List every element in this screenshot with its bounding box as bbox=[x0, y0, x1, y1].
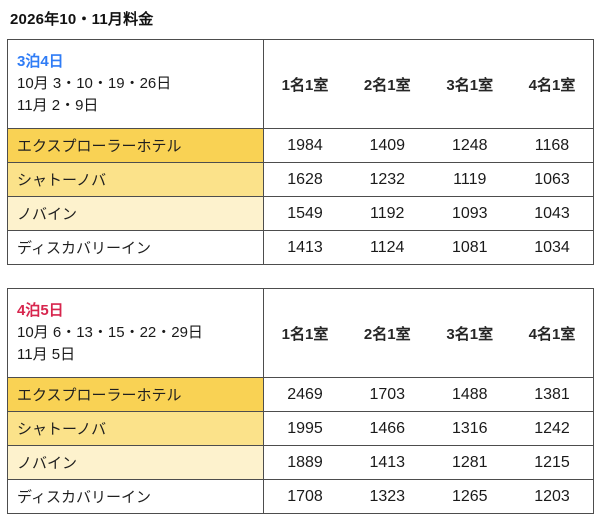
period-cell: 4泊5日 10月 6・13・15・22・29日 11月 5日 bbox=[7, 288, 264, 378]
hotel-row: シャトーノバ 1995 1466 1316 1242 bbox=[7, 411, 594, 446]
price-cell: 1043 bbox=[511, 196, 594, 231]
period-cell: 3泊4日 10月 3・10・19・26日 11月 2・9日 bbox=[7, 39, 264, 129]
dates-october: 10月 3・10・19・26日 bbox=[17, 75, 172, 92]
price-cell: 1081 bbox=[428, 230, 511, 265]
price-cell: 1889 bbox=[263, 445, 346, 480]
dates-november: 11月 5日 bbox=[17, 346, 76, 363]
price-cell: 1703 bbox=[346, 377, 429, 412]
hotel-row: ノバイン 1889 1413 1281 1215 bbox=[7, 445, 594, 480]
hotel-name-cell: ノバイン bbox=[7, 445, 264, 480]
price-cell: 1034 bbox=[511, 230, 594, 265]
dates-november: 11月 2・9日 bbox=[17, 97, 99, 114]
price-cell: 1215 bbox=[511, 445, 594, 480]
room-type-header: 3名1室 bbox=[428, 39, 511, 129]
hotel-name-cell: エクスプローラーホテル bbox=[7, 128, 264, 163]
price-cell: 1488 bbox=[428, 377, 511, 412]
page-title: 2026年10・11月料金 bbox=[10, 11, 154, 28]
room-type-header: 3名1室 bbox=[428, 288, 511, 378]
price-cell: 1995 bbox=[263, 411, 346, 446]
hotel-name-cell: エクスプローラーホテル bbox=[7, 377, 264, 412]
price-cell: 1063 bbox=[511, 162, 594, 197]
price-cell: 1413 bbox=[263, 230, 346, 265]
price-cell: 1119 bbox=[428, 162, 511, 197]
price-cell: 1265 bbox=[428, 479, 511, 514]
duration-label: 3泊4日 bbox=[17, 53, 64, 70]
price-table-4n5d: 4泊5日 10月 6・13・15・22・29日 11月 5日 1名1室 2名1室… bbox=[7, 288, 594, 514]
price-cell: 1466 bbox=[346, 411, 429, 446]
dates-october: 10月 6・13・15・22・29日 bbox=[17, 324, 203, 341]
hotel-row: ノバイン 1549 1192 1093 1043 bbox=[7, 196, 594, 231]
hotel-row: エクスプローラーホテル 2469 1703 1488 1381 bbox=[7, 377, 594, 412]
hotel-row: シャトーノバ 1628 1232 1119 1063 bbox=[7, 162, 594, 197]
price-table-3n4d: 3泊4日 10月 3・10・19・26日 11月 2・9日 1名1室 2名1室 … bbox=[7, 39, 594, 265]
price-cell: 1248 bbox=[428, 128, 511, 163]
price-cell: 1628 bbox=[263, 162, 346, 197]
duration-label: 4泊5日 bbox=[17, 302, 64, 319]
hotel-row: ディスカバリーイン 1413 1124 1081 1034 bbox=[7, 230, 594, 265]
price-cell: 1093 bbox=[428, 196, 511, 231]
room-type-header: 2名1室 bbox=[346, 39, 429, 129]
room-type-header: 1名1室 bbox=[263, 288, 346, 378]
price-cell: 1124 bbox=[346, 230, 429, 265]
hotel-row: エクスプローラーホテル 1984 1409 1248 1168 bbox=[7, 128, 594, 163]
price-cell: 1984 bbox=[263, 128, 346, 163]
room-type-header: 4名1室 bbox=[511, 39, 594, 129]
price-cell: 1192 bbox=[346, 196, 429, 231]
price-cell: 1203 bbox=[511, 479, 594, 514]
room-type-header: 4名1室 bbox=[511, 288, 594, 378]
price-cell: 1708 bbox=[263, 479, 346, 514]
hotel-name-cell: シャトーノバ bbox=[7, 162, 264, 197]
room-type-header: 1名1室 bbox=[263, 39, 346, 129]
price-cell: 1413 bbox=[346, 445, 429, 480]
price-cell: 1323 bbox=[346, 479, 429, 514]
price-cell: 1168 bbox=[511, 128, 594, 163]
price-cell: 1409 bbox=[346, 128, 429, 163]
table-header-row: 4泊5日 10月 6・13・15・22・29日 11月 5日 1名1室 2名1室… bbox=[7, 288, 594, 378]
hotel-name-cell: ノバイン bbox=[7, 196, 264, 231]
room-type-header: 2名1室 bbox=[346, 288, 429, 378]
price-cell: 1281 bbox=[428, 445, 511, 480]
price-cell: 1232 bbox=[346, 162, 429, 197]
hotel-name-cell: シャトーノバ bbox=[7, 411, 264, 446]
price-cell: 1549 bbox=[263, 196, 346, 231]
hotel-name-cell: ディスカバリーイン bbox=[7, 479, 264, 514]
price-cell: 1242 bbox=[511, 411, 594, 446]
price-cell: 2469 bbox=[263, 377, 346, 412]
hotel-name-cell: ディスカバリーイン bbox=[7, 230, 264, 265]
price-cell: 1316 bbox=[428, 411, 511, 446]
table-header-row: 3泊4日 10月 3・10・19・26日 11月 2・9日 1名1室 2名1室 … bbox=[7, 39, 594, 129]
price-cell: 1381 bbox=[511, 377, 594, 412]
hotel-row: ディスカバリーイン 1708 1323 1265 1203 bbox=[7, 479, 594, 514]
